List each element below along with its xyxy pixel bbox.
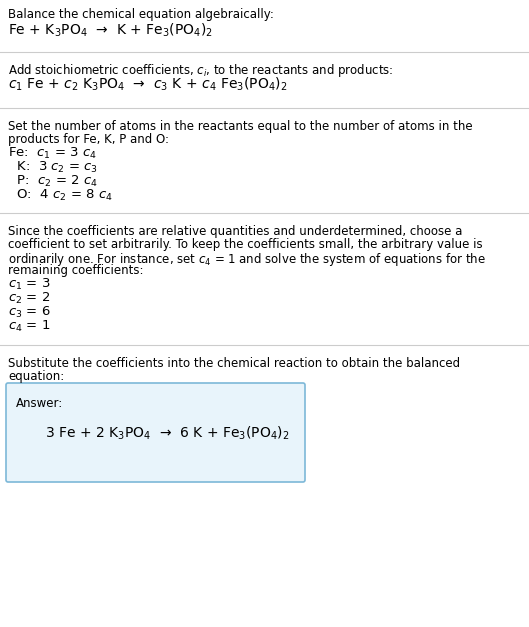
Text: Fe + K$_3$PO$_4$  →  K + Fe$_3$(PO$_4$)$_2$: Fe + K$_3$PO$_4$ → K + Fe$_3$(PO$_4$)$_2… [8,22,213,40]
Text: Answer:: Answer: [16,397,63,410]
Text: remaining coefficients:: remaining coefficients: [8,264,143,277]
FancyBboxPatch shape [6,383,305,482]
Text: 3 Fe + 2 K$_3$PO$_4$  →  6 K + Fe$_3$(PO$_4$)$_2$: 3 Fe + 2 K$_3$PO$_4$ → 6 K + Fe$_3$(PO$_… [45,425,290,443]
Text: coefficient to set arbitrarily. To keep the coefficients small, the arbitrary va: coefficient to set arbitrarily. To keep … [8,238,482,251]
Text: $c_4$ = 1: $c_4$ = 1 [8,319,50,334]
Text: $c_1$ Fe + $c_2$ K$_3$PO$_4$  →  $c_3$ K + $c_4$ Fe$_3$(PO$_4$)$_2$: $c_1$ Fe + $c_2$ K$_3$PO$_4$ → $c_3$ K +… [8,76,287,93]
Text: $c_1$ = 3: $c_1$ = 3 [8,277,50,292]
Text: Fe:  $c_1$ = 3 $c_4$: Fe: $c_1$ = 3 $c_4$ [8,146,97,161]
Text: equation:: equation: [8,370,64,383]
Text: K:  3 $c_2$ = $c_3$: K: 3 $c_2$ = $c_3$ [8,160,98,175]
Text: Since the coefficients are relative quantities and underdetermined, choose a: Since the coefficients are relative quan… [8,225,462,238]
Text: $c_3$ = 6: $c_3$ = 6 [8,305,51,320]
Text: products for Fe, K, P and O:: products for Fe, K, P and O: [8,133,169,146]
Text: ordinarily one. For instance, set $c_4$ = 1 and solve the system of equations fo: ordinarily one. For instance, set $c_4$ … [8,251,486,268]
Text: Set the number of atoms in the reactants equal to the number of atoms in the: Set the number of atoms in the reactants… [8,120,472,133]
Text: Balance the chemical equation algebraically:: Balance the chemical equation algebraica… [8,8,274,21]
Text: P:  $c_2$ = 2 $c_4$: P: $c_2$ = 2 $c_4$ [8,174,98,189]
Text: Substitute the coefficients into the chemical reaction to obtain the balanced: Substitute the coefficients into the che… [8,357,460,370]
Text: O:  4 $c_2$ = 8 $c_4$: O: 4 $c_2$ = 8 $c_4$ [8,188,113,203]
Text: $c_2$ = 2: $c_2$ = 2 [8,291,50,306]
Text: Add stoichiometric coefficients, $c_i$, to the reactants and products:: Add stoichiometric coefficients, $c_i$, … [8,62,394,79]
